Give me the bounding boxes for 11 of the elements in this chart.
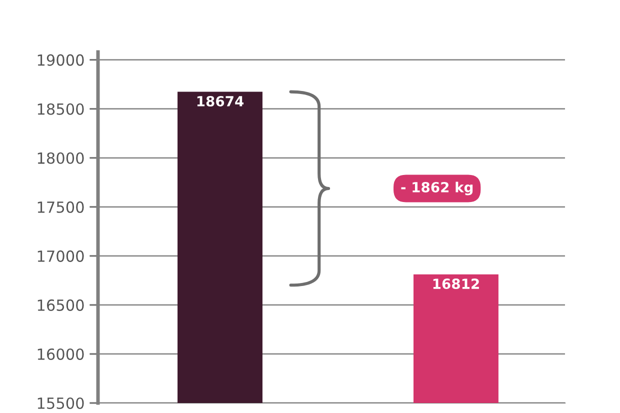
data-label: 18674 [197, 96, 244, 106]
y-tick-label: 15500 [38, 397, 84, 410]
y-tick-label: 17000 [38, 250, 84, 262]
y-tick-label: 18500 [38, 103, 84, 115]
data-label: 16812 [433, 278, 479, 290]
y-tick-label: 19000 [38, 54, 84, 66]
y-tick-label: 18000 [38, 152, 84, 164]
y-tick-label: 16500 [38, 299, 84, 311]
y-tick-label: 17500 [38, 201, 84, 213]
y-tick-label: 16000 [38, 348, 84, 360]
annotation: - 1862 kg [401, 182, 473, 196]
